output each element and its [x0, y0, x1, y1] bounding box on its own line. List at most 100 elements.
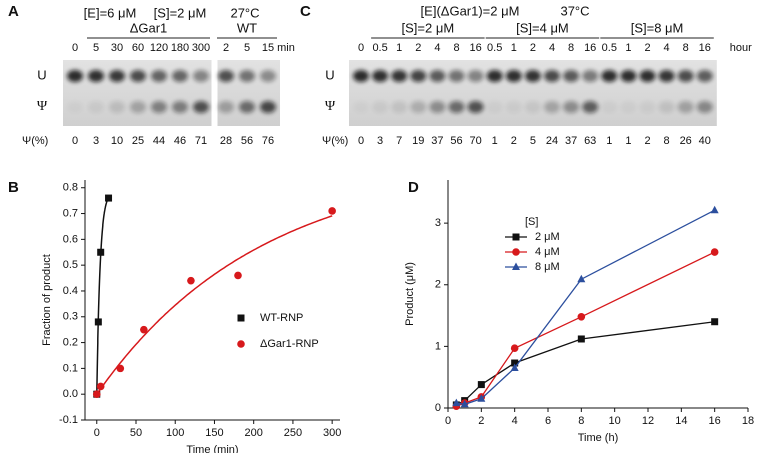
x-tick-label: 250	[284, 427, 302, 439]
u-band	[620, 70, 637, 82]
y-tick-label: 0.8	[63, 182, 78, 194]
gel-header: 37°C	[560, 3, 589, 18]
panel-letter: B	[8, 179, 19, 196]
lane-label: 0.5	[602, 42, 617, 54]
lane-label: 8	[453, 42, 459, 54]
y-tick-label: 3	[435, 217, 441, 229]
panel-letter: A	[8, 3, 19, 20]
marker	[710, 248, 719, 256]
y-tick-label: 0.0	[63, 388, 78, 400]
u-band	[467, 70, 484, 82]
psi-band	[88, 101, 104, 113]
psi-band	[487, 101, 503, 113]
u-band	[391, 70, 408, 82]
gel-header: [E]=6 μM	[84, 5, 137, 20]
psi-band	[582, 101, 599, 113]
group-label: [S]=2 μM	[402, 20, 455, 35]
u-band	[429, 70, 446, 82]
y-axis-label: Product (μM)	[404, 262, 416, 326]
lane-label: 2	[530, 42, 536, 54]
psi-value: 56	[450, 135, 462, 147]
psi-value: 3	[93, 135, 99, 147]
psi-value: 56	[241, 135, 253, 147]
psi-band	[505, 101, 522, 113]
row-label: U	[325, 67, 334, 82]
x-axis-label: Time (h)	[578, 432, 619, 444]
row-label: Ψ	[325, 99, 336, 114]
u-band	[151, 70, 167, 82]
u-band	[639, 70, 656, 82]
psi-band	[151, 101, 167, 113]
psi-band	[601, 101, 617, 113]
u-band	[372, 70, 389, 82]
psi-band	[410, 101, 427, 113]
x-tick-label: 4	[512, 415, 518, 427]
u-band	[448, 70, 465, 82]
psi-value: 7	[396, 135, 402, 147]
psi-band	[109, 101, 125, 113]
marker	[477, 394, 486, 402]
psi-band	[239, 101, 255, 113]
unit-label: min	[277, 42, 295, 54]
u-band	[193, 70, 209, 82]
psi-value: 1	[492, 135, 498, 147]
psi-band	[429, 101, 446, 113]
psi-band	[218, 101, 234, 113]
u-band	[601, 70, 618, 82]
x-tick-label: 10	[609, 415, 621, 427]
marker	[328, 207, 336, 215]
u-band	[582, 70, 599, 82]
psi-value: 28	[220, 135, 232, 147]
group-label: [S]=8 μM	[631, 20, 684, 35]
row-label: Ψ	[37, 99, 48, 114]
marker	[510, 344, 519, 353]
lane-label: 8	[568, 42, 574, 54]
u-band	[563, 70, 580, 82]
lane-label: 0	[72, 42, 78, 54]
marker	[452, 398, 461, 407]
y-tick-label: 0.1	[63, 362, 78, 374]
psi-band	[448, 101, 465, 113]
lane-label: 15	[262, 42, 274, 54]
psi-band	[391, 101, 408, 113]
lane-label: 5	[93, 42, 99, 54]
lane-label: 4	[549, 42, 555, 54]
lane-label: 300	[192, 42, 210, 54]
fit-curve	[96, 215, 333, 395]
x-tick-label: 18	[742, 415, 754, 427]
marker	[577, 313, 586, 321]
lane-label: 16	[699, 42, 711, 54]
psi-value: 70	[469, 135, 481, 147]
psi-value: 37	[565, 135, 577, 147]
y-tick-label: 0.5	[63, 259, 78, 271]
u-band	[410, 70, 427, 82]
psi-band	[372, 101, 389, 113]
lane-label: 0.5	[372, 42, 387, 54]
gel-image	[217, 60, 280, 126]
psi-value: 46	[174, 135, 186, 147]
psi-band	[353, 101, 369, 113]
y-tick-label: 0.6	[63, 233, 78, 245]
lane-label: 2	[223, 42, 229, 54]
x-axis-label: Time (min)	[186, 444, 238, 453]
lane-label: 1	[625, 42, 631, 54]
psi-band	[260, 101, 276, 113]
marker	[96, 382, 105, 391]
panel-letter: C	[300, 3, 311, 20]
percent-label: Ψ(%)	[22, 135, 48, 147]
x-tick-label: 12	[642, 415, 654, 427]
y-axis-label: Fraction of product	[41, 254, 53, 346]
legend-label: ΔGar1-RNP	[260, 338, 319, 350]
lane-label: 180	[171, 42, 189, 54]
gel-image	[63, 60, 212, 126]
marker	[577, 274, 586, 283]
psi-band	[67, 101, 83, 113]
marker	[477, 381, 485, 389]
u-band	[218, 70, 234, 82]
psi-value: 0	[72, 135, 78, 147]
psi-value: 71	[195, 135, 207, 147]
lane-label: 4	[434, 42, 440, 54]
x-tick-label: 0	[445, 415, 451, 427]
y-tick-label: 0	[435, 402, 441, 414]
legend-label: 4 μM	[535, 246, 560, 258]
